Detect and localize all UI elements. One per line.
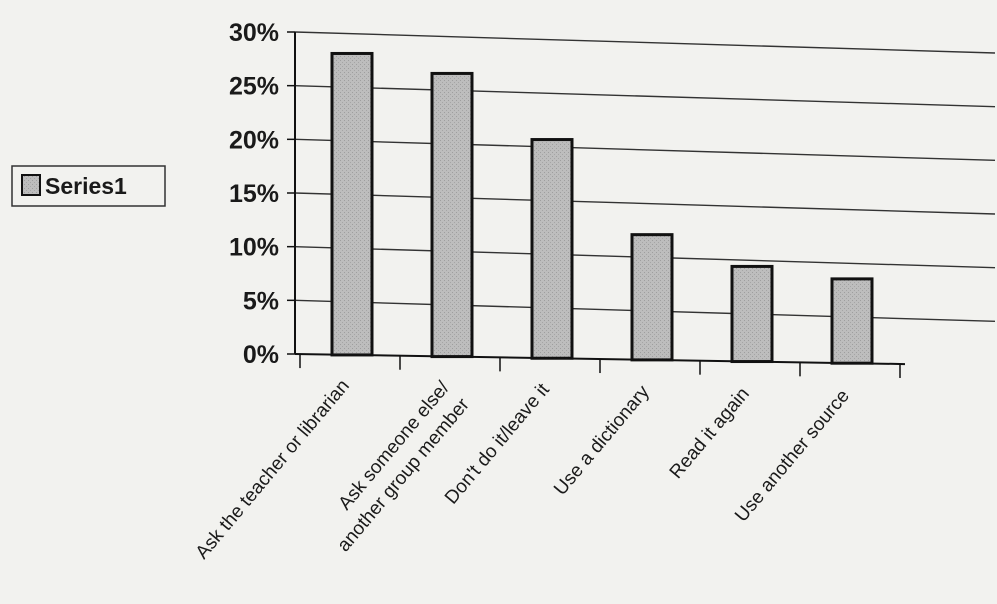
gridlines [294, 31, 996, 323]
y-tick-label: 10% [229, 234, 279, 262]
gridline [294, 31, 996, 54]
gridline [294, 138, 996, 162]
legend-swatch [21, 174, 41, 196]
y-tick-label: 30% [229, 19, 279, 47]
y-tick-label: 5% [243, 287, 279, 315]
gridline [294, 192, 996, 215]
y-tick-label: 0% [243, 341, 279, 369]
category-label: Use a dictionary [550, 381, 654, 499]
category-label: Use another source [731, 386, 854, 527]
legend: Series1 [11, 165, 166, 207]
y-tick-label: 25% [229, 73, 279, 101]
category-label: Read it again [666, 384, 754, 483]
legend-label-series1: Series1 [45, 173, 127, 199]
y-tick-label: 20% [229, 126, 279, 154]
legend-box [11, 165, 166, 207]
bar [730, 264, 774, 364]
bar [630, 233, 674, 362]
bar [430, 71, 474, 359]
bar [530, 138, 574, 360]
category-label: Ask the teacher or librarian [192, 376, 354, 563]
y-tick-labels: 0% 5% 10% 15% 20% 25% 30% [229, 19, 279, 369]
bar [830, 277, 874, 365]
bars [330, 51, 874, 365]
axes [287, 31, 906, 378]
gridline [294, 84, 996, 108]
y-tick-label: 15% [229, 180, 279, 208]
bar [330, 51, 374, 357]
